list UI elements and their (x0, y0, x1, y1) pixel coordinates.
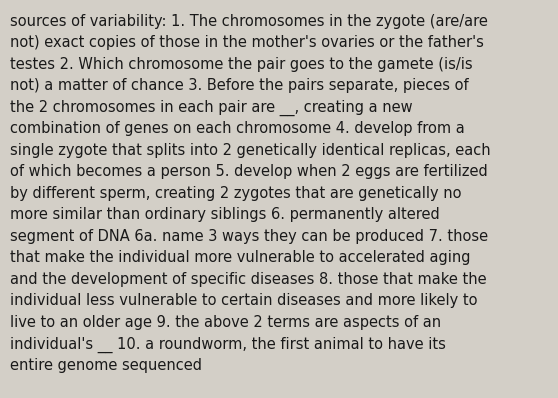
Text: and the development of specific diseases 8. those that make the: and the development of specific diseases… (10, 272, 487, 287)
Text: by different sperm, creating 2 zygotes that are genetically no: by different sperm, creating 2 zygotes t… (10, 186, 461, 201)
Text: sources of variability: 1. The chromosomes in the zygote (are/are: sources of variability: 1. The chromosom… (10, 14, 488, 29)
Text: of which becomes a person 5. develop when 2 eggs are fertilized: of which becomes a person 5. develop whe… (10, 164, 488, 179)
Text: live to an older age 9. the above 2 terms are aspects of an: live to an older age 9. the above 2 term… (10, 315, 441, 330)
Text: combination of genes on each chromosome 4. develop from a: combination of genes on each chromosome … (10, 121, 465, 137)
Text: entire genome sequenced: entire genome sequenced (10, 358, 202, 373)
Text: the 2 chromosomes in each pair are __, creating a new: the 2 chromosomes in each pair are __, c… (10, 100, 413, 116)
Text: not) exact copies of those in the mother's ovaries or the father's: not) exact copies of those in the mother… (10, 35, 484, 51)
Text: more similar than ordinary siblings 6. permanently altered: more similar than ordinary siblings 6. p… (10, 207, 440, 222)
Text: not) a matter of chance 3. Before the pairs separate, pieces of: not) a matter of chance 3. Before the pa… (10, 78, 469, 94)
Text: that make the individual more vulnerable to accelerated aging: that make the individual more vulnerable… (10, 250, 470, 265)
Text: testes 2. Which chromosome the pair goes to the gamete (is/is: testes 2. Which chromosome the pair goes… (10, 57, 473, 72)
Text: individual's __ 10. a roundworm, the first animal to have its: individual's __ 10. a roundworm, the fir… (10, 336, 446, 353)
Text: individual less vulnerable to certain diseases and more likely to: individual less vulnerable to certain di… (10, 293, 478, 308)
Text: segment of DNA 6a. name 3 ways they can be produced 7. those: segment of DNA 6a. name 3 ways they can … (10, 229, 488, 244)
Text: single zygote that splits into 2 genetically identical replicas, each: single zygote that splits into 2 genetic… (10, 143, 490, 158)
